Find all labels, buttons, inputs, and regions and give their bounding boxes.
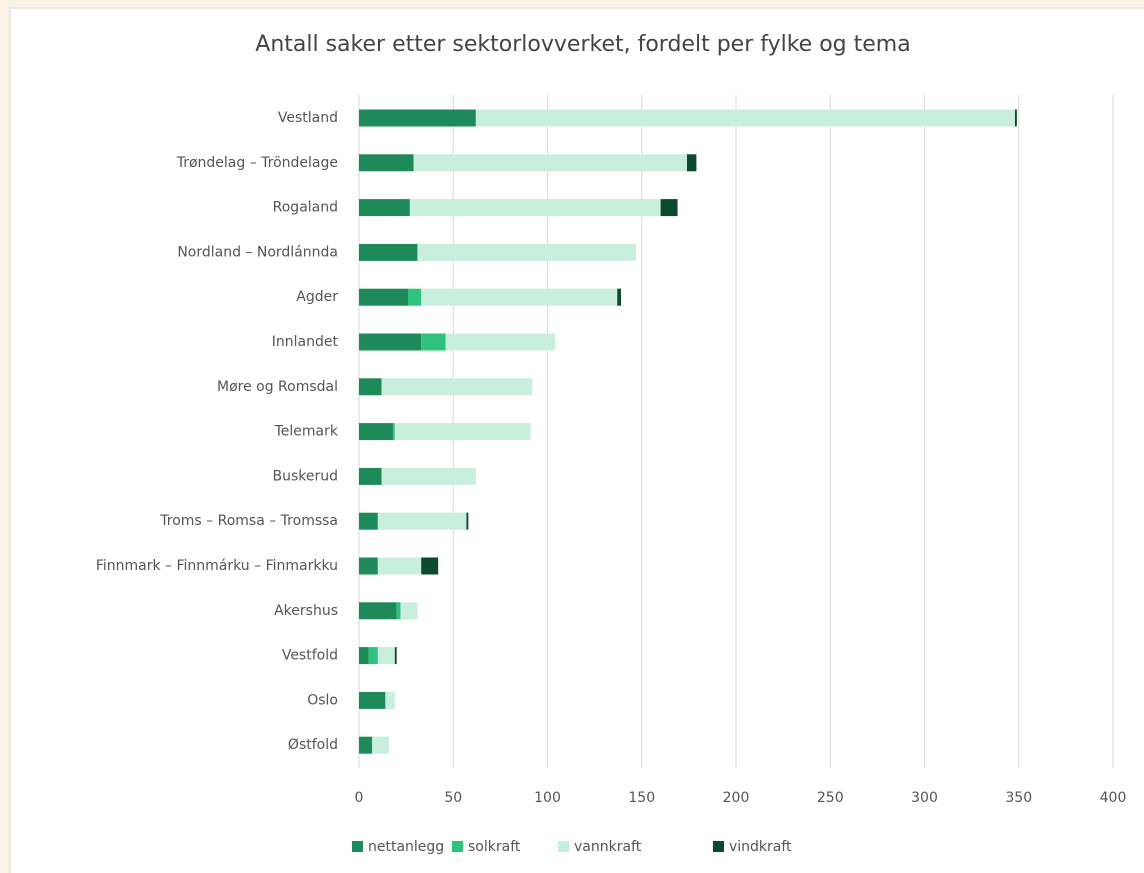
bar-segment <box>617 288 622 306</box>
bar-segment <box>377 647 395 665</box>
x-tick-label: 150 <box>628 790 655 806</box>
bar-segment <box>359 423 393 441</box>
legend-swatch <box>558 841 569 852</box>
chart-title: Antall saker etter sektorlovverket, ford… <box>255 32 910 57</box>
bar-segment <box>385 691 395 709</box>
bar-segment <box>377 512 467 530</box>
bar-segment <box>359 691 386 709</box>
y-tick-label: Agder <box>296 289 338 305</box>
bar-segment <box>359 199 410 217</box>
bar-segment <box>359 243 418 261</box>
y-tick-label: Møre og Romsdal <box>217 379 338 395</box>
y-tick-label: Telemark <box>274 424 339 440</box>
bar-segment <box>359 647 369 665</box>
bar-segment <box>409 199 661 217</box>
y-tick-label: Akershus <box>274 603 338 619</box>
y-tick-label: Trøndelag – Tröndelage <box>176 155 338 171</box>
x-tick-label: 200 <box>723 790 750 806</box>
bar-segment <box>408 288 422 306</box>
bar-segment <box>445 333 556 351</box>
x-tick-label: 50 <box>444 790 462 806</box>
bar-segment <box>475 109 1015 127</box>
y-tick-label: Innlandet <box>272 334 339 350</box>
bar-segment <box>359 109 476 127</box>
bar-segment <box>417 243 637 261</box>
bar-segment <box>359 467 382 485</box>
bar-segment <box>359 557 378 575</box>
bar-segment <box>372 736 390 754</box>
legend-label: vindkraft <box>729 839 792 855</box>
bar-segment <box>359 512 378 530</box>
legend-swatch <box>352 841 363 852</box>
bar-segment <box>660 199 678 217</box>
legend-label: vannkraft <box>574 839 642 855</box>
y-tick-label: Østfold <box>288 737 338 753</box>
bar-segment <box>421 333 446 351</box>
bar-segment <box>686 154 697 172</box>
bar-segment <box>359 154 414 172</box>
chart-panel <box>9 7 1144 873</box>
y-tick-label: Oslo <box>307 692 338 708</box>
bar-segment <box>381 467 476 485</box>
bar-segment <box>377 557 422 575</box>
y-tick-label: Vestland <box>278 110 338 126</box>
y-tick-label: Vestfold <box>282 648 338 664</box>
bar-segment <box>359 602 397 620</box>
bar-segment <box>466 512 469 530</box>
legend-label: solkraft <box>468 839 521 855</box>
bar-segment <box>421 557 439 575</box>
x-tick-label: 0 <box>355 790 364 806</box>
bar-segment <box>359 736 373 754</box>
legend-label: nettanlegg <box>368 839 444 855</box>
bar-segment <box>1014 109 1017 127</box>
x-tick-label: 350 <box>1005 790 1032 806</box>
x-tick-label: 250 <box>817 790 844 806</box>
bar-segment <box>368 647 378 665</box>
bar-segment <box>413 154 687 172</box>
y-tick-label: Rogaland <box>273 200 338 216</box>
bar-segment <box>394 423 531 441</box>
bar-segment <box>394 647 397 665</box>
bar-segment <box>381 378 533 396</box>
y-tick-label: Buskerud <box>272 468 338 484</box>
x-tick-label: 400 <box>1100 790 1127 806</box>
bar-segment <box>421 288 618 306</box>
legend-swatch <box>713 841 724 852</box>
y-tick-label: Nordland – Nordlánnda <box>177 244 338 260</box>
x-tick-label: 300 <box>911 790 938 806</box>
y-tick-label: Finnmark – Finnmárku – Finmarkku <box>96 558 338 574</box>
bar-segment <box>392 423 395 441</box>
y-tick-label: Troms – Romsa – Tromssa <box>159 513 338 529</box>
bar-segment <box>359 378 382 396</box>
bar-segment <box>396 602 401 620</box>
bar-segment <box>400 602 418 620</box>
bar-segment <box>359 288 409 306</box>
x-tick-label: 100 <box>534 790 561 806</box>
bar-segment <box>359 333 422 351</box>
legend-swatch <box>452 841 463 852</box>
